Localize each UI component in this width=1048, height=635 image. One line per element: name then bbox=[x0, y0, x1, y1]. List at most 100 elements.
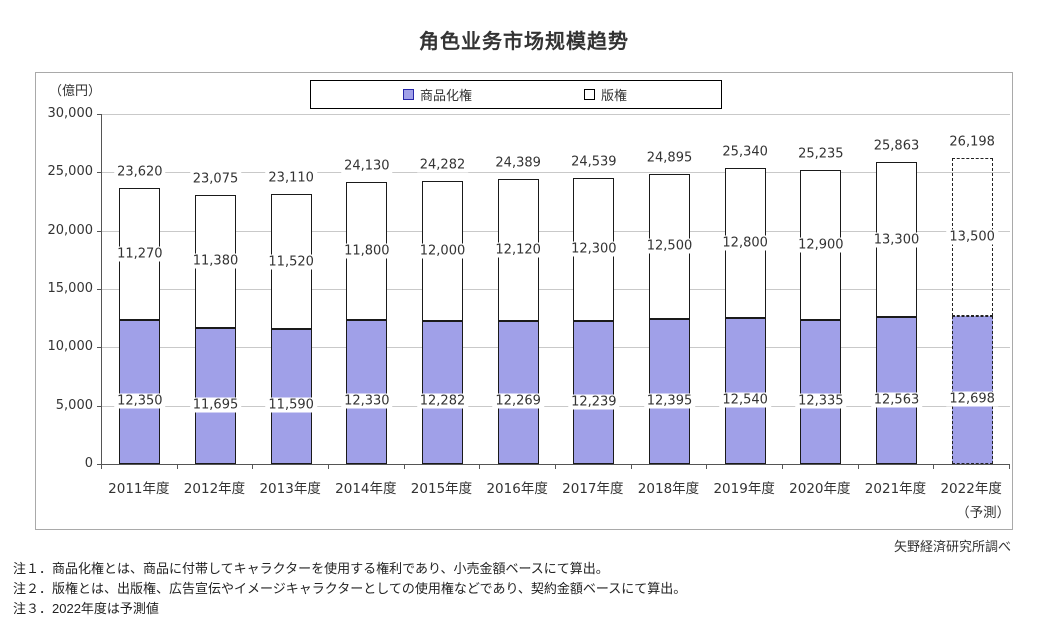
data-label-merchandising-rights: 11,590 bbox=[265, 397, 317, 413]
x-axis-label: 2019年度 bbox=[713, 481, 775, 497]
bar-segment-merchandising-rights bbox=[876, 317, 917, 464]
x-axis-label: 2011年度 bbox=[108, 481, 170, 497]
data-label-total: 25,340 bbox=[719, 144, 771, 160]
data-label-total: 24,539 bbox=[568, 154, 620, 170]
bar-segment-merchandising-rights bbox=[497, 320, 539, 464]
data-label-total: 26,198 bbox=[946, 134, 998, 150]
x-axis-tick bbox=[555, 465, 556, 469]
x-axis-tick bbox=[1009, 465, 1010, 469]
chart-frame: （億円） 商品化権 版権 0 5,000 10,000 15,000 20,000 25,… bbox=[35, 72, 1013, 530]
bar-segment-merchandising-rights bbox=[422, 320, 463, 464]
legend-item-merchandising-rights: 商品化権 bbox=[403, 85, 472, 104]
y-axis-labels: 0 5,000 10,000 15,000 20,000 25,000 30,000 bbox=[36, 106, 94, 471]
data-label-total: 25,235 bbox=[795, 146, 847, 162]
y-axis-tick-label: 5,000 bbox=[55, 397, 93, 413]
legend-swatch-merchandising-rights-icon bbox=[403, 89, 414, 100]
x-axis-tick bbox=[177, 465, 178, 469]
bar-segment-merchandising-rights bbox=[270, 328, 312, 464]
bar-segment-merchandising-rights bbox=[649, 319, 690, 464]
data-label-merchandising-rights: 12,335 bbox=[795, 393, 847, 409]
y-axis-tick-label: 20,000 bbox=[47, 222, 94, 238]
y-axis-tick bbox=[97, 289, 101, 290]
data-label-merchandising-rights: 12,330 bbox=[341, 393, 393, 409]
footnote-2: 注２．版権とは、出版権、広告宣伝やイメージキャラクターとしての使用権などであり、… bbox=[13, 581, 687, 596]
x-axis-tick bbox=[101, 465, 102, 469]
x-axis-label: 2012年度 bbox=[183, 481, 246, 497]
data-label-merchandising-rights: 12,698 bbox=[946, 391, 998, 407]
footnote-3: 注３．2022年度は予測値 bbox=[13, 601, 159, 616]
y-axis-tick-label: 30,000 bbox=[47, 106, 94, 121]
data-label-total: 24,389 bbox=[492, 155, 544, 171]
data-label-copyright: 12,500 bbox=[643, 238, 696, 254]
data-label-copyright: 11,270 bbox=[114, 246, 166, 262]
chart-title: 角色业务市场规模趋势 bbox=[419, 31, 629, 53]
data-label-merchandising-rights: 12,239 bbox=[568, 394, 620, 410]
bar-segment-merchandising-rights bbox=[119, 319, 161, 464]
x-axis-tick bbox=[479, 465, 480, 469]
x-axis-label: 2015年度 bbox=[410, 481, 473, 497]
y-axis-tick-label: 15,000 bbox=[47, 281, 94, 296]
gridline bbox=[102, 172, 1010, 174]
x-axis-tick bbox=[933, 465, 934, 469]
x-axis-label: 2020年度 bbox=[789, 481, 851, 497]
data-label-copyright: 13,500 bbox=[946, 229, 998, 245]
footnotes: 注１．商品化権とは、商品に付帯してキャラクターを使用する権利であり、小売金額ベー… bbox=[13, 559, 686, 619]
legend-label-copyright: 版権 bbox=[601, 88, 628, 103]
x-axis-tick bbox=[631, 465, 632, 469]
gridline bbox=[102, 230, 1010, 232]
y-axis-tick bbox=[97, 230, 101, 232]
data-label-copyright: 11,380 bbox=[189, 253, 242, 269]
y-axis-tick-label: 25,000 bbox=[47, 164, 94, 180]
x-axis-tick bbox=[328, 465, 329, 469]
data-label-merchandising-rights: 12,540 bbox=[719, 392, 771, 408]
x-axis-forecast-note: （予測） bbox=[956, 505, 1011, 520]
bar-segment-merchandising-rights bbox=[951, 315, 993, 464]
gridline bbox=[102, 289, 1010, 290]
data-label-merchandising-rights: 12,282 bbox=[416, 393, 469, 409]
bar-segment-merchandising-rights bbox=[573, 321, 615, 464]
data-label-merchandising-rights: 11,695 bbox=[189, 397, 242, 413]
y-axis-tick bbox=[97, 347, 101, 349]
y-axis-tick bbox=[97, 114, 101, 115]
data-label-copyright: 12,000 bbox=[416, 243, 469, 259]
x-axis-label: 2017年度 bbox=[562, 481, 624, 497]
legend: 商品化権 版権 bbox=[310, 80, 722, 109]
x-axis-label: 2013年度 bbox=[259, 481, 321, 497]
data-label-total: 23,110 bbox=[265, 170, 317, 186]
data-label-copyright: 12,300 bbox=[568, 241, 620, 257]
data-label-merchandising-rights: 12,269 bbox=[492, 393, 544, 409]
data-label-copyright: 12,120 bbox=[492, 242, 544, 258]
bar-segment-merchandising-rights bbox=[800, 320, 842, 464]
gridline bbox=[102, 405, 1010, 407]
bar-segment-merchandising-rights bbox=[346, 320, 388, 464]
data-label-merchandising-rights: 12,563 bbox=[870, 392, 923, 408]
data-label-merchandising-rights: 12,350 bbox=[114, 393, 166, 409]
data-label-total: 23,620 bbox=[114, 164, 166, 180]
source-attribution: 矢野経済研究所調べ bbox=[893, 539, 1011, 554]
legend-item-copyright: 版権 bbox=[584, 85, 627, 104]
y-axis-tick-label: 10,000 bbox=[47, 339, 94, 355]
x-axis-label: 2018年度 bbox=[637, 481, 700, 497]
data-label-total: 25,863 bbox=[870, 138, 923, 154]
gridline bbox=[102, 347, 1010, 349]
data-label-total: 24,130 bbox=[341, 158, 393, 174]
bar-segment-merchandising-rights bbox=[195, 327, 236, 464]
x-axis-label: 2021年度 bbox=[864, 481, 927, 497]
legend-swatch-copyright-icon bbox=[584, 89, 596, 100]
x-axis-label: 2014年度 bbox=[335, 481, 397, 497]
data-label-copyright: 13,300 bbox=[870, 232, 923, 248]
x-axis-tick bbox=[252, 465, 253, 469]
y-axis-tick bbox=[97, 405, 101, 407]
y-axis-tick-label: 0 bbox=[84, 456, 93, 471]
y-axis-tick bbox=[97, 172, 101, 174]
x-axis-tick bbox=[858, 465, 859, 469]
data-label-total: 24,282 bbox=[416, 157, 469, 173]
data-label-total: 24,895 bbox=[643, 150, 696, 166]
x-axis-tick bbox=[706, 465, 707, 469]
bar-segment-merchandising-rights bbox=[724, 317, 766, 464]
plot-area: 12,350 11,270 23,620 11,695 11,380 23,075 11,5… bbox=[101, 114, 1010, 465]
footnote-1: 注１．商品化権とは、商品に付帯してキャラクターを使用する権利であり、小売金額ベー… bbox=[13, 561, 609, 576]
data-label-copyright: 12,900 bbox=[795, 237, 847, 253]
data-label-total: 23,075 bbox=[189, 171, 242, 187]
